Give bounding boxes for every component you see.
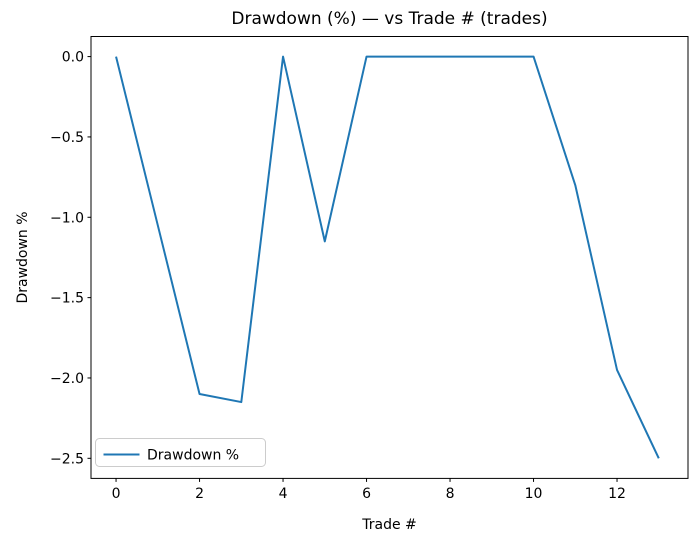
y-tick-label: −2.0 xyxy=(50,371,84,387)
drawdown-line xyxy=(115,55,660,459)
x-axis-label: Trade # xyxy=(361,517,417,533)
y-axis: 0.0 −0.5 −1.0 −1.5 −2.0 −2.5 xyxy=(50,50,91,467)
x-tick-label: 2 xyxy=(195,486,204,502)
y-tick-label: −1.5 xyxy=(50,291,84,307)
x-tick-label: 4 xyxy=(279,486,288,502)
y-tick-label: −1.0 xyxy=(50,210,84,226)
legend-frame xyxy=(95,438,266,467)
legend: Drawdown % xyxy=(95,438,266,467)
y-tick-label: 0.0 xyxy=(62,50,84,66)
y-tick-label: −0.5 xyxy=(50,130,84,146)
axes-frame xyxy=(90,36,689,479)
legend-label: Drawdown % xyxy=(147,448,239,464)
y-tick-label: −2.5 xyxy=(50,451,84,467)
x-tick-label: 12 xyxy=(608,486,626,502)
chart-title: Drawdown (%) — vs Trade # (trades) xyxy=(231,9,547,29)
x-tick-label: 10 xyxy=(525,486,543,502)
x-tick-label: 6 xyxy=(362,486,371,502)
x-tick-label: 8 xyxy=(446,486,455,502)
x-axis: 0 2 4 6 8 10 12 xyxy=(112,478,626,502)
y-axis-label: Drawdown % xyxy=(15,211,31,303)
x-tick-label: 0 xyxy=(112,486,121,502)
